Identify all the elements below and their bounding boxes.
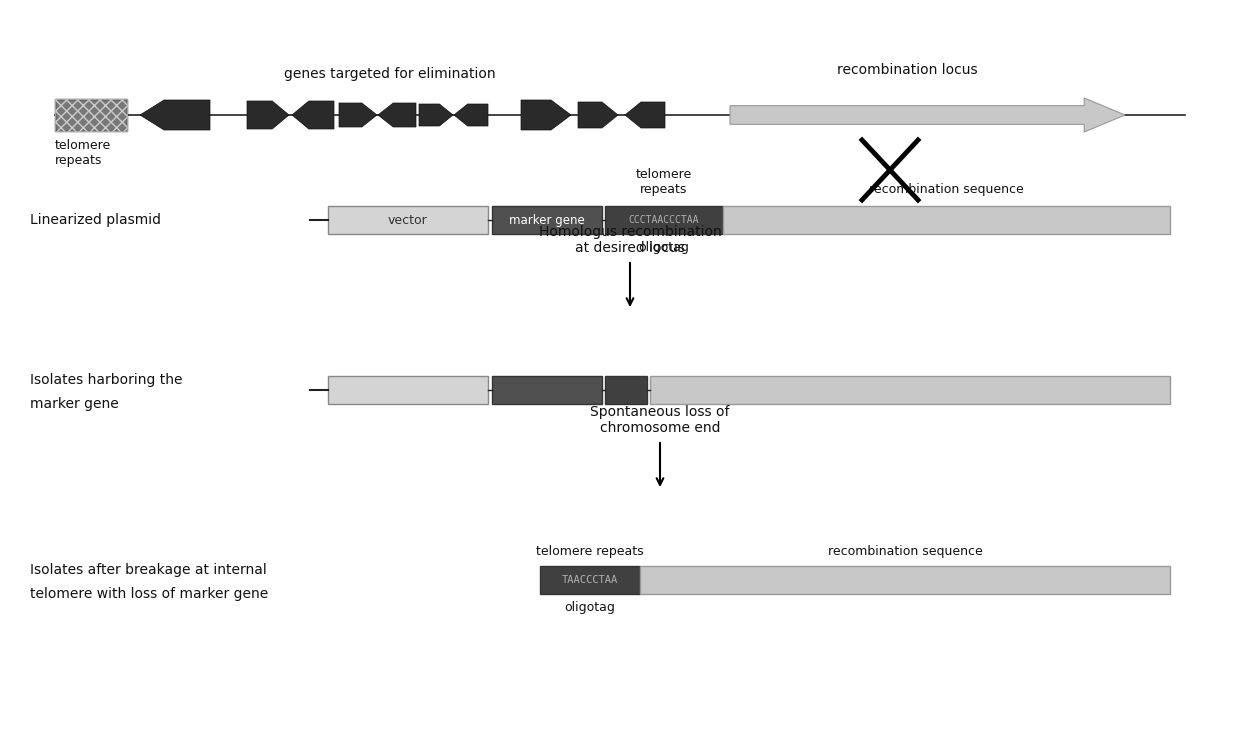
Text: recombination sequence: recombination sequence — [869, 183, 1024, 196]
Polygon shape — [378, 103, 415, 127]
Polygon shape — [419, 104, 453, 126]
Text: oligotag: oligotag — [564, 601, 615, 614]
Text: Isolates after breakage at internal: Isolates after breakage at internal — [30, 563, 267, 577]
Polygon shape — [247, 101, 289, 129]
Bar — [329, 206, 489, 234]
Text: marker gene: marker gene — [30, 397, 119, 411]
Bar — [640, 566, 1171, 594]
Text: Isolates harboring the: Isolates harboring the — [30, 373, 182, 387]
Text: genes targeted for elimination: genes targeted for elimination — [284, 67, 496, 81]
Text: Homologus recombination
at desired locus: Homologus recombination at desired locus — [538, 225, 722, 255]
Text: Linearized plasmid: Linearized plasmid — [30, 213, 161, 227]
Text: Spontaneous loss of
chromosome end: Spontaneous loss of chromosome end — [590, 405, 730, 435]
Bar — [492, 206, 601, 234]
Text: oligotag: oligotag — [639, 241, 689, 254]
Bar — [539, 566, 640, 594]
Bar — [55, 99, 126, 131]
Polygon shape — [625, 102, 665, 128]
Bar — [723, 206, 1171, 234]
Text: CCCTAACCCTAA: CCCTAACCCTAA — [629, 215, 699, 225]
Text: telomere
repeats: telomere repeats — [636, 168, 692, 196]
Text: recombination sequence: recombination sequence — [827, 545, 982, 558]
Text: telomere with loss of marker gene: telomere with loss of marker gene — [30, 587, 268, 601]
Text: vector: vector — [388, 214, 428, 226]
Text: telomere repeats: telomere repeats — [536, 545, 644, 558]
Bar — [605, 376, 647, 404]
Polygon shape — [454, 104, 489, 126]
Polygon shape — [578, 102, 618, 128]
Polygon shape — [521, 100, 570, 130]
Bar — [492, 376, 601, 404]
Bar — [605, 206, 723, 234]
Text: recombination locus: recombination locus — [837, 63, 978, 77]
Text: marker gene: marker gene — [510, 214, 585, 226]
Text: TAACCCTAA: TAACCCTAA — [562, 575, 618, 585]
Text: telomere
repeats: telomere repeats — [55, 139, 112, 167]
Polygon shape — [291, 101, 334, 129]
Bar — [329, 376, 489, 404]
Polygon shape — [140, 100, 210, 130]
Polygon shape — [730, 98, 1125, 132]
Bar — [650, 376, 1171, 404]
Polygon shape — [339, 103, 377, 127]
Bar — [55, 99, 126, 131]
